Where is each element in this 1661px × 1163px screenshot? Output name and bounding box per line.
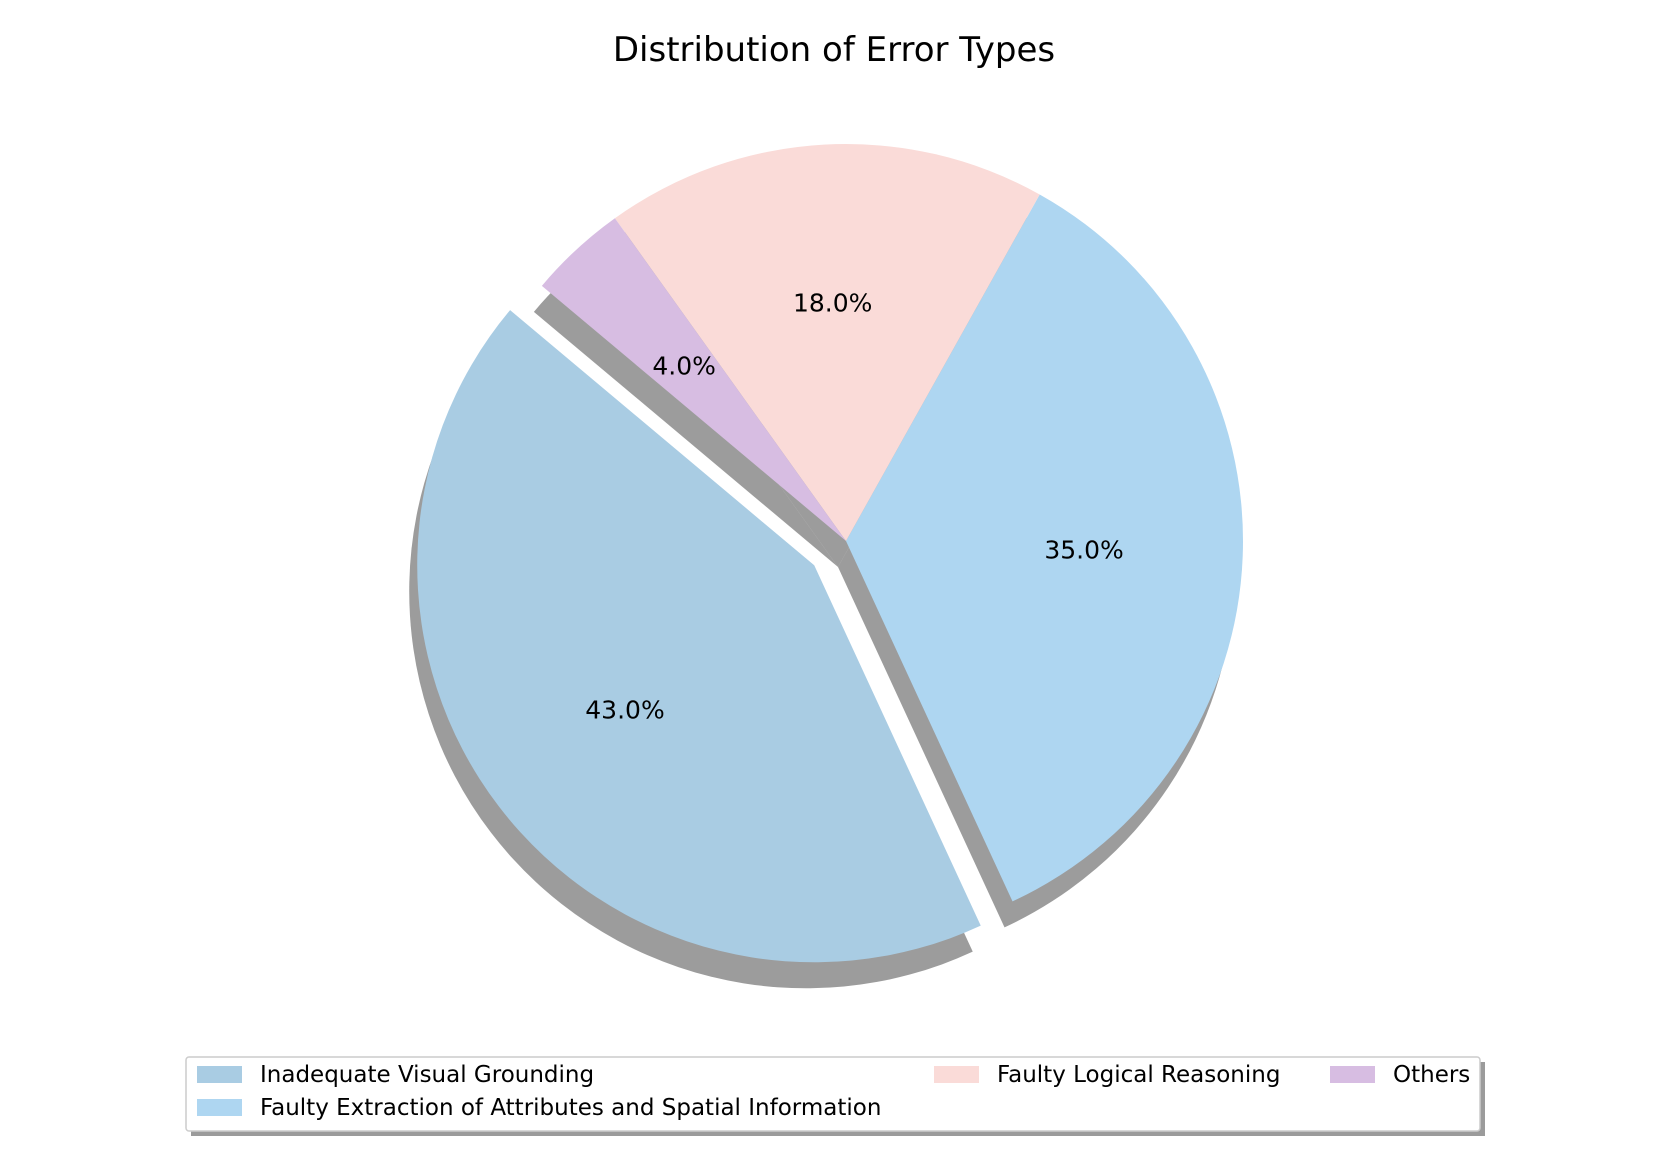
legend-entries: Inadequate Visual Grounding Faulty Extrac… [197,1062,1470,1121]
slice-label-others: 4.0% [652,352,716,381]
legend-entry-faulty-logical-reasoning: Faulty Logical Reasoning [934,1062,1280,1088]
pie-slice-faulty-extraction-of-attributes-and-spatial-information [846,194,1243,902]
legend-swatch-inadequate-visual-grounding [197,1066,242,1083]
slice-label-inadequate-visual-grounding: 43.0% [585,695,664,724]
legend-frame [185,1056,1481,1132]
legend-entry-inadequate-visual-grounding: Inadequate Visual Grounding [197,1062,594,1088]
legend-label-others: Others [1393,1062,1470,1088]
chart-title: Distribution of Error Types [613,30,1055,70]
legend-swatch-faulty-extraction-of-attributes-and-spatial-information [197,1099,242,1116]
legend-label-faulty-extraction-of-attributes-and-spatial-information: Faulty Extraction of Attributes and Spat… [260,1095,881,1121]
legend-label-faulty-logical-reasoning: Faulty Logical Reasoning [997,1062,1280,1088]
legend-entry-others: Others [1330,1062,1470,1088]
slice-label-faulty-logical-reasoning: 18.0% [793,289,872,318]
pie-slice-others [541,218,846,541]
legend-label-inadequate-visual-grounding: Inadequate Visual Grounding [260,1062,594,1088]
slice-label-faulty-extraction-of-attributes-and-spatial-information: 35.0% [1044,536,1123,565]
legend-entry-faulty-extraction-of-attributes-and-spatial-information: Faulty Extraction of Attributes and Spat… [197,1095,881,1121]
legend-swatch-faulty-logical-reasoning [934,1066,979,1083]
pie-slices [417,144,1243,963]
pie-slice-inadequate-visual-grounding [417,310,981,963]
pie-slice-faulty-logical-reasoning [614,144,1040,542]
legend: Inadequate Visual Grounding Faulty Extrac… [185,1056,1485,1136]
legend-swatch-others [1330,1066,1375,1083]
pie-slice-labels: 43.0% 35.0% 18.0% 4.0% [585,289,1123,725]
